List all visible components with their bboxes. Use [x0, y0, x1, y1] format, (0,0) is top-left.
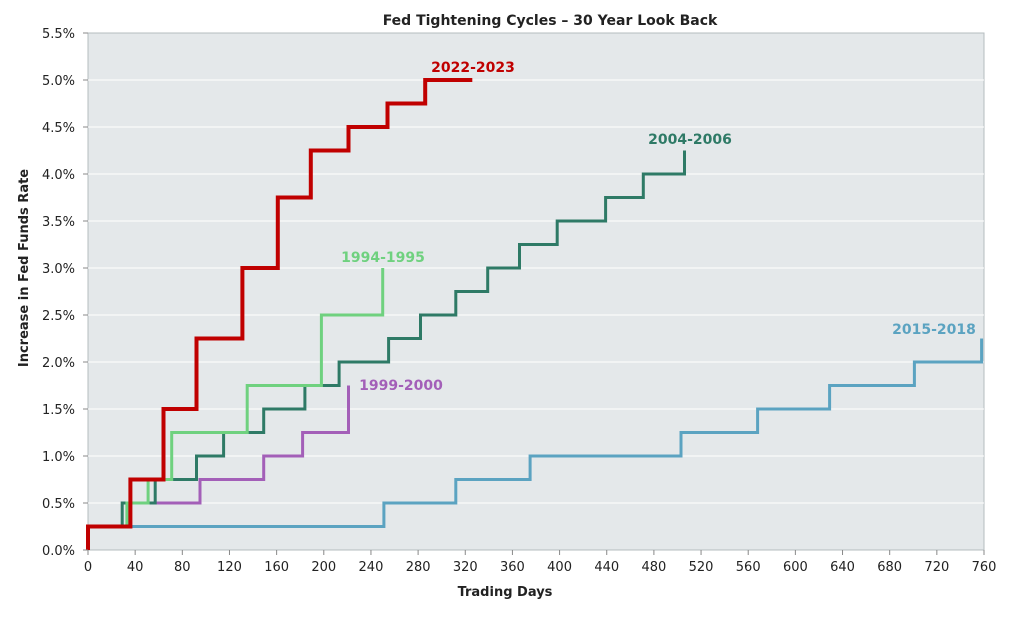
x-tick-label: 40: [127, 560, 144, 575]
series-lines: [86, 78, 984, 550]
y-tick-label: 4.0%: [42, 168, 75, 183]
y-tick-label: 1.5%: [42, 403, 75, 418]
x-axis-title: Trading Days: [458, 585, 553, 600]
y-tick-label: 5.0%: [42, 74, 75, 89]
series-label-2004-2006: 2004-2006: [648, 132, 732, 148]
series-line-2015-2018: [86, 338, 984, 550]
x-tick-label: 640: [830, 560, 855, 575]
x-tick-label: 0: [84, 560, 92, 575]
x-tick-label: 520: [689, 560, 714, 575]
series-label-1994-1995: 1994-1995: [341, 250, 425, 266]
y-tick-label: 3.0%: [42, 262, 75, 277]
series-line-2022-2023: [86, 78, 473, 550]
y-tick-label: 5.5%: [42, 27, 75, 42]
x-tick-label: 680: [877, 560, 902, 575]
x-tick-label: 320: [453, 560, 478, 575]
plot-area: [87, 32, 985, 551]
x-axis-ticks: 0 40 80 120 160 200 240 280 320 360 400 440 480 520 56…: [84, 550, 997, 575]
y-axis-title: Increase in Fed Funds Rate: [17, 169, 32, 367]
x-tick-label: 400: [547, 560, 572, 575]
x-tick-label: 720: [924, 560, 949, 575]
y-tick-label: 2.0%: [42, 356, 75, 371]
y-tick-label: 2.5%: [42, 309, 75, 324]
y-axis-ticks: 0.0% 0.5% 1.0% 1.5% 2.0% 2.5% 3.0% 3.5% 4.0% 4.5%…: [42, 27, 88, 559]
x-tick-label: 80: [174, 560, 191, 575]
x-tick-label: 440: [594, 560, 619, 575]
x-tick-label: 280: [406, 560, 431, 575]
series-label-1999-2000: 1999-2000: [359, 378, 443, 394]
x-tick-label: 160: [264, 560, 289, 575]
x-tick-label: 200: [311, 560, 336, 575]
series-line-2004-2006: [86, 150, 686, 550]
x-tick-label: 560: [736, 560, 761, 575]
x-tick-label: 760: [972, 560, 997, 575]
x-tick-label: 360: [500, 560, 525, 575]
y-tick-label: 0.5%: [42, 497, 75, 512]
y-tick-label: 3.5%: [42, 215, 75, 230]
x-tick-label: 240: [359, 560, 384, 575]
series-label-2022-2023: 2022-2023: [431, 60, 515, 76]
chart-title: Fed Tightening Cycles – 30 Year Look Bac…: [383, 13, 718, 29]
x-tick-label: 120: [217, 560, 242, 575]
series-label-2015-2018: 2015-2018: [892, 322, 976, 338]
gridlines: [88, 79, 984, 504]
y-tick-label: 0.0%: [42, 544, 75, 559]
y-tick-label: 1.0%: [42, 450, 75, 465]
series-line-1994-1995: [86, 268, 385, 550]
y-tick-label: 4.5%: [42, 121, 75, 136]
series-labels: 2022-2023 2004-2006 1994-1995 1999-2000 2015…: [341, 60, 976, 394]
x-tick-label: 480: [641, 560, 666, 575]
x-tick-label: 600: [783, 560, 808, 575]
